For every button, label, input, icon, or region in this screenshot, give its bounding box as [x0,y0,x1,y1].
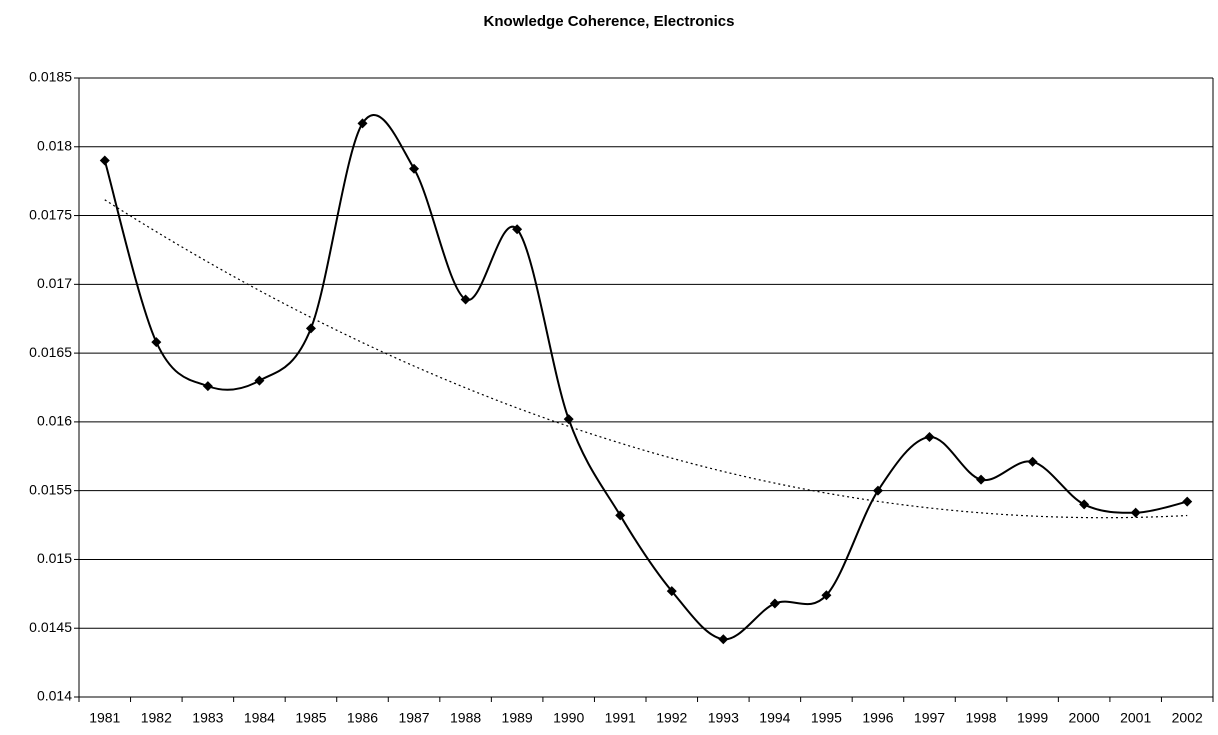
x-tick-label: 1994 [759,710,790,726]
x-tick-label: 1981 [89,710,120,726]
marker [872,485,883,496]
marker [202,381,213,392]
x-tick-label: 2002 [1172,710,1203,726]
x-tick-label: 1984 [244,710,275,726]
y-tick-label: 0.0175 [29,206,72,222]
marker [924,432,935,443]
marker [357,118,368,129]
marker [666,586,677,597]
x-tick-label: 1982 [141,710,172,726]
x-tick-label: 1986 [347,710,378,726]
marker [305,323,316,334]
marker [151,337,162,348]
x-tick-label: 1987 [398,710,429,726]
x-tick-label: 1988 [450,710,481,726]
trendline [104,199,1188,519]
y-tick-label: 0.0155 [29,481,72,497]
marker [1079,499,1090,510]
x-tick-label: 1991 [605,710,636,726]
marker [1182,496,1193,507]
x-tick-label: 1990 [553,710,584,726]
marker [99,155,110,166]
y-tick-label: 0.0185 [29,69,72,85]
marker [1130,507,1141,518]
x-tick-label: 1989 [502,710,533,726]
x-tick-label: 2001 [1120,710,1151,726]
y-tick-label: 0.015 [37,550,72,566]
marker [976,474,987,485]
y-tick-label: 0.0165 [29,344,72,360]
marker [563,414,574,425]
x-tick-label: 2000 [1069,710,1100,726]
x-tick-label: 1998 [965,710,996,726]
y-tick-label: 0.0145 [29,619,72,635]
x-tick-label: 1996 [862,710,893,726]
marker [615,510,626,521]
data-line [103,114,1188,641]
marker [821,590,832,601]
x-tick-label: 1995 [811,710,842,726]
x-tick-label: 1992 [656,710,687,726]
x-tick-label: 1983 [192,710,223,726]
x-tick-label: 1997 [914,710,945,726]
y-tick-label: 0.016 [37,413,72,429]
marker [769,598,780,609]
chart-title: Knowledge Coherence, Electronics [484,13,735,30]
x-tick-label: 1999 [1017,710,1048,726]
y-tick-label: 0.017 [37,275,72,291]
x-tick-label: 1993 [708,710,739,726]
x-tick-label: 1985 [295,710,326,726]
y-tick-label: 0.018 [37,137,72,153]
marker [512,224,523,235]
y-tick-label: 0.014 [37,688,72,704]
marker [1027,456,1038,467]
marker [718,634,729,645]
marker [409,163,420,174]
marker [254,375,265,386]
marker [460,294,471,305]
